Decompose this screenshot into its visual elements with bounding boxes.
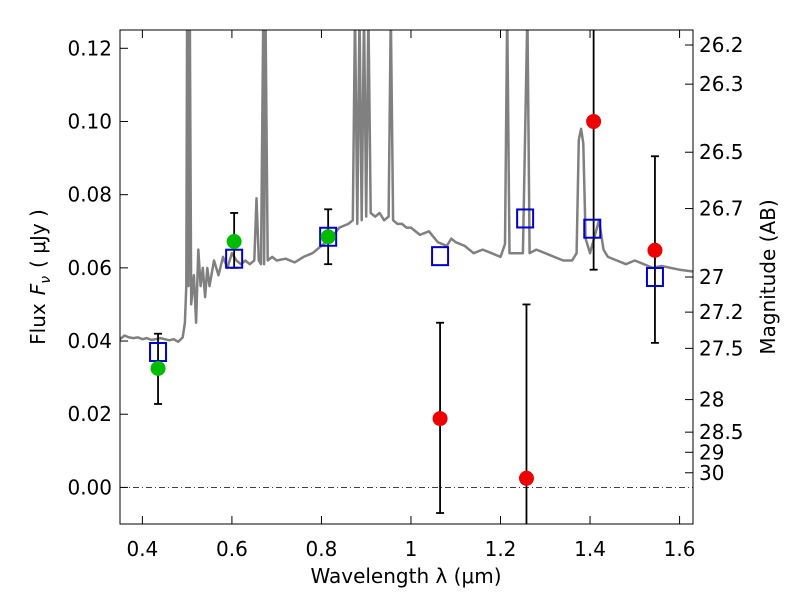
non-detection-point [647,242,663,258]
magnitude-tick-label: 27.2 [699,300,744,324]
non-detection-point [586,113,602,129]
y-axis-title-prefix: Flux [26,303,50,345]
x-tick-label: 0.8 [306,537,338,561]
y-tick-label: 0.12 [67,36,112,60]
y-axis-title-symbol: F [26,283,50,295]
magnitude-tick-label: 29 [699,440,724,464]
magnitude-tick-label: 27.5 [699,336,744,360]
y-tick-label: 0.08 [67,183,112,207]
magnitude-tick-label: 27 [699,265,724,289]
y-tick-label: 0.10 [67,109,112,133]
model-photometry-square [431,246,450,267]
axis-ticks: 0.4 0.6 0.8 1 1.2 1.4 1.6 0.00 0.02 0.04 0.06 0.08 0… [67,30,744,561]
detection-point [226,234,242,250]
x-tick-label: 1 [405,537,418,561]
magnitude-tick-label: 30 [699,461,724,485]
x-tick-label: 0.4 [126,537,158,561]
model-photometry-square [645,267,664,287]
detection-point [320,229,336,245]
magnitude-tick-label: 28.5 [699,420,744,444]
y-tick-label: 0.04 [67,329,112,353]
y-axis-title-right: Magnitude (AB) [756,199,780,354]
y-tick-label: 0.06 [67,256,112,280]
plot-area [120,30,693,524]
y-tick-label: 0.00 [67,475,112,499]
magnitude-tick-label: 28 [699,388,724,412]
y-axis-title-left: Flux Fν ( μJy ) [26,209,54,345]
y-axis-title-subscript: ν [38,276,54,284]
x-tick-label: 1.4 [574,537,606,561]
y-tick-label: 0.02 [67,402,112,426]
non-detection-point [518,470,534,486]
magnitude-tick-label: 26.2 [699,33,744,57]
non-detection-point [432,411,448,427]
model-photometry-square [225,248,244,269]
x-axis-title: Wavelength λ (μm) [310,564,501,588]
y-axis-title-unit: ( μJy ) [26,209,50,268]
model-photometry-square [319,226,338,247]
magnitude-tick-label: 26.3 [699,72,744,96]
x-tick-label: 1.6 [664,537,696,561]
x-tick-label: 1.2 [485,537,517,561]
magnitude-tick-label: 26.5 [699,140,744,164]
model-photometry-square [516,208,535,229]
magnitude-tick-label: 26.7 [699,197,744,221]
model-photometry-square [583,218,602,239]
spectrum-line [120,30,693,344]
detection-point [150,360,166,376]
x-tick-label: 0.6 [216,537,248,561]
